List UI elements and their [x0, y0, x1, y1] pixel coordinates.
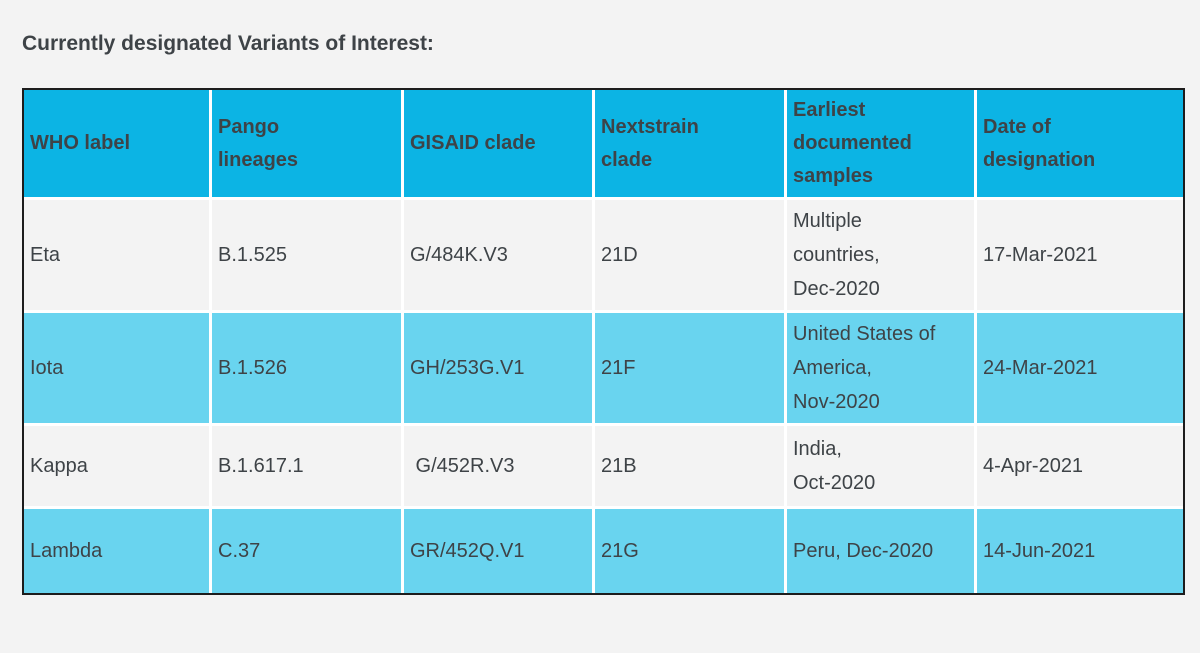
table-body: Eta B.1.525 G/484K.V3 21D Multiple countries…: [24, 200, 1183, 593]
variants-of-interest-table: WHO label Pango lineages GISAID clade Nexts…: [22, 88, 1185, 595]
page-title: Currently designated Variants of Interes…: [22, 32, 434, 55]
cell-date_designation: 4-Apr-2021: [977, 426, 1183, 509]
cell-earliest_samples: Multiple countries, Dec-2020: [787, 200, 977, 313]
cell-gisaid_clade: GH/253G.V1: [404, 313, 595, 426]
cell-gisaid_clade: G/452R.V3: [404, 426, 595, 509]
cell-who_label: Eta: [24, 200, 212, 313]
cell-date_designation: 14-Jun-2021: [977, 509, 1183, 593]
header-row: WHO label Pango lineages GISAID clade Nexts…: [24, 90, 1183, 200]
cell-date_designation: 24-Mar-2021: [977, 313, 1183, 426]
cell-earliest_samples: Peru, Dec-2020: [787, 509, 977, 593]
cell-nextstrain_clade: 21G: [595, 509, 787, 593]
table-row-iota: Iota B.1.526 GH/253G.V1 21F United States of…: [24, 313, 1183, 426]
cell-pango_lineages: B.1.526: [212, 313, 404, 426]
page-content: Currently designated Variants of Interes…: [22, 32, 1185, 595]
column-header-who_label: WHO label: [24, 90, 212, 200]
cell-gisaid_clade: G/484K.V3: [404, 200, 595, 313]
cell-who_label: Kappa: [24, 426, 212, 509]
cell-nextstrain_clade: 21B: [595, 426, 787, 509]
cell-who_label: Lambda: [24, 509, 212, 593]
cell-nextstrain_clade: 21F: [595, 313, 787, 426]
column-header-earliest_samples: Earliest documented samples: [787, 90, 977, 200]
table-row-lambda: Lambda C.37 GR/452Q.V1 21G Peru, Dec-2020 14-…: [24, 509, 1183, 593]
cell-pango_lineages: B.1.525: [212, 200, 404, 313]
cell-pango_lineages: B.1.617.1: [212, 426, 404, 509]
cell-who_label: Iota: [24, 313, 212, 426]
column-header-gisaid_clade: GISAID clade: [404, 90, 595, 200]
table-row-kappa: Kappa B.1.617.1 G/452R.V3 21B India, Oct-20…: [24, 426, 1183, 509]
cell-nextstrain_clade: 21D: [595, 200, 787, 313]
cell-pango_lineages: C.37: [212, 509, 404, 593]
column-header-pango_lineages: Pango lineages: [212, 90, 404, 200]
cell-gisaid_clade: GR/452Q.V1: [404, 509, 595, 593]
column-header-nextstrain_clade: Nextstrain clade: [595, 90, 787, 200]
table-row-eta: Eta B.1.525 G/484K.V3 21D Multiple countries…: [24, 200, 1183, 313]
cell-earliest_samples: India, Oct-2020: [787, 426, 977, 509]
cell-earliest_samples: United States of America, Nov-2020: [787, 313, 977, 426]
column-header-date_designation: Date of designation: [977, 90, 1183, 200]
table-header: WHO label Pango lineages GISAID clade Nexts…: [24, 90, 1183, 200]
cell-date_designation: 17-Mar-2021: [977, 200, 1183, 313]
